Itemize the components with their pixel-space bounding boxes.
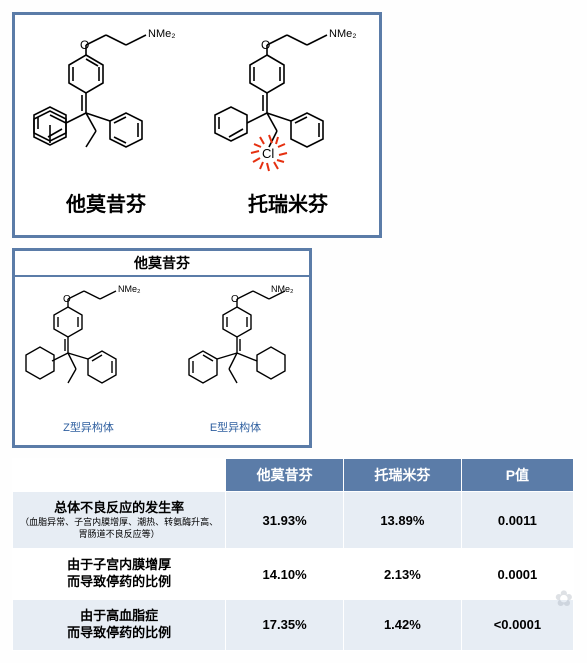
structure-col-toremifene: O NMe₂	[197, 15, 379, 235]
isomer-col-e: O NMe₂ E型异构体	[162, 277, 309, 445]
cl-label: Cl	[262, 146, 274, 161]
th-tamoxifen: 他莫昔芬	[226, 459, 344, 492]
isomer-col-z: O NMe₂ Z型异构体	[15, 277, 162, 445]
row-label: 由于高血脂症而导致停药的比例	[13, 600, 226, 651]
row-label: 由于子宫内膜增厚而导致停药的比例	[13, 549, 226, 600]
svg-text:O: O	[80, 38, 89, 52]
cell-pvalue: 0.0011	[461, 492, 573, 549]
table-row: 由于子宫内膜增厚而导致停药的比例14.10%2.13%0.0001	[13, 549, 574, 600]
cell-tamoxifen: 31.93%	[226, 492, 344, 549]
cell-pvalue: 0.0001	[461, 549, 573, 600]
structures-panel-isomers: 他莫昔芬 O NMe₂	[12, 248, 312, 448]
structures-panel-comparison: O NMe₂	[12, 12, 382, 238]
cell-toremifene: 2.13%	[343, 549, 461, 600]
structure-col-tamoxifen: O NMe₂	[15, 15, 197, 235]
molecule-tamoxifen: O NMe₂	[26, 19, 186, 184]
svg-text:O: O	[231, 294, 239, 305]
nme2-e: NMe₂	[271, 284, 294, 294]
th-pvalue: P值	[461, 459, 573, 492]
nme2-label: NMe₂	[148, 28, 176, 40]
cell-toremifene: 1.42%	[343, 600, 461, 651]
tamoxifen-label: 他莫昔芬	[66, 188, 146, 217]
toremifene-label: 托瑞米芬	[248, 188, 328, 217]
cell-toremifene: 13.89%	[343, 492, 461, 549]
nme2-label-2: NMe₂	[329, 28, 357, 40]
cell-pvalue: <0.0001	[461, 600, 573, 651]
nme2-z: NMe₂	[118, 284, 141, 294]
molecule-e-isomer: O NMe₂	[171, 277, 301, 417]
z-isomer-label: Z型异构体	[63, 419, 114, 435]
panel2-title: 他莫昔芬	[15, 251, 309, 277]
cell-tamoxifen: 14.10%	[226, 549, 344, 600]
svg-text:O: O	[63, 294, 71, 305]
th-toremifene: 托瑞米芬	[343, 459, 461, 492]
cell-tamoxifen: 17.35%	[226, 600, 344, 651]
table-row: 总体不良反应的发生率（血脂异常、子宫内膜增厚、潮热、转氨酶升高、胃肠道不良反应等…	[13, 492, 574, 549]
row-label: 总体不良反应的发生率（血脂异常、子宫内膜增厚、潮热、转氨酶升高、胃肠道不良反应等…	[13, 492, 226, 549]
molecule-toremifene: O NMe₂	[203, 19, 373, 184]
svg-text:O: O	[261, 38, 270, 52]
e-isomer-label: E型异构体	[210, 419, 261, 435]
molecule-z-isomer: O NMe₂	[24, 277, 154, 417]
table-row: 由于高血脂症而导致停药的比例17.35%1.42%<0.0001	[13, 600, 574, 651]
th-blank	[13, 459, 226, 492]
adverse-events-table: 他莫昔芬 托瑞米芬 P值 总体不良反应的发生率（血脂异常、子宫内膜增厚、潮热、转…	[12, 458, 574, 651]
